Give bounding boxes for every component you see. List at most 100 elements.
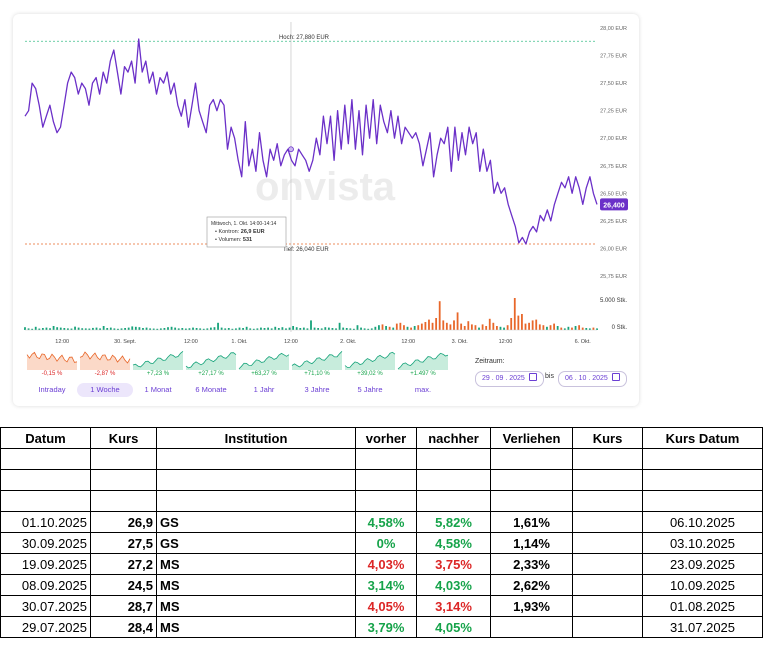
period-sparkline (185, 352, 237, 369)
cell-institution: MS (156, 616, 356, 638)
volume-bar (52, 326, 55, 330)
y-tick-label: 25,75 EUR (600, 274, 627, 280)
cell-nachher (416, 490, 491, 512)
period-sparkline-fill (27, 352, 77, 370)
cell-vorher: 4,58% (355, 511, 417, 533)
volume-bar (260, 327, 262, 330)
volume-bar (420, 323, 423, 330)
period-button-3-jahre[interactable]: 3 Jahre (304, 385, 330, 394)
volume-zero-label: 0 Stk. (612, 325, 628, 331)
cell-vorher: 3,79% (355, 616, 417, 638)
volume-bar (585, 328, 588, 330)
volume-bar (292, 326, 295, 330)
volume-bar (581, 327, 584, 330)
y-tick-label: 26,00 EUR (600, 246, 627, 252)
volume-bar (263, 328, 266, 330)
cell-kurs2 (572, 553, 643, 575)
volume-bar (63, 328, 66, 330)
volume-bar (367, 328, 370, 330)
volume-bar (84, 328, 87, 330)
table-row: 19.09.2025 27,2 MS 4,03% 3,75% 2,33% 23.09.202… (0, 553, 763, 575)
period-sparkline-fill (133, 351, 183, 370)
price-chart[interactable]: onvista 28,00 EUR 27,75 EUR 27,50 EUR 27,25 … (13, 14, 639, 406)
table-row: 29.07.2025 28,4 MS 3,79% 4,05% 31.07.2025 (0, 616, 763, 638)
volume-bar (184, 328, 187, 330)
cell-verliehen: 1,61% (490, 511, 573, 533)
volume-bar (34, 326, 37, 330)
volume-bar (496, 326, 498, 330)
period-sparkline (26, 351, 78, 363)
volume-bar (245, 326, 248, 330)
volume-bar (49, 328, 51, 330)
date-from-input[interactable]: 29 . 09 . 2025 (475, 371, 544, 387)
period-sparkline (344, 351, 396, 368)
volume-bar (331, 328, 334, 330)
volume-bar (231, 328, 234, 330)
volume-bar (106, 328, 109, 330)
volume-bar (345, 328, 348, 330)
volume-bar (199, 328, 202, 330)
y-tick-label: 26,25 EUR (600, 219, 627, 225)
volume-bar (567, 326, 570, 330)
volume-bar (474, 325, 477, 330)
table-row: 01.10.2025 26,9 GS 4,58% 5,82% 1,61% 06.10.202… (0, 511, 763, 533)
volume-bar (70, 328, 73, 330)
period-sparkline-fill (345, 352, 395, 370)
period-button-1-woche[interactable]: 1 Woche (77, 383, 133, 397)
volume-bar (74, 326, 76, 330)
period-button-5-jahre[interactable]: 5 Jahre (357, 385, 383, 394)
volume-bar (488, 318, 491, 330)
date-to-input[interactable]: 06 . 10 . 2025 (558, 371, 627, 387)
volume-bar (302, 327, 305, 330)
cell-datum: 29.07.2025 (0, 616, 91, 638)
cell-kurs: 24,5 (90, 574, 157, 596)
tooltip-box (206, 216, 287, 248)
cell-nachher: 3,14% (416, 595, 491, 617)
cell-nachher (416, 448, 491, 470)
volume-bar (356, 325, 359, 330)
cell-verliehen (490, 616, 573, 638)
y-tick-label: 27,00 EUR (600, 136, 627, 142)
volume-bar (113, 328, 116, 330)
volume-bar (67, 328, 69, 330)
table-row (0, 448, 763, 470)
volume-bar (310, 320, 312, 330)
volume-bar (38, 328, 41, 330)
volume-bar (463, 326, 466, 330)
cell-nachher: 3,75% (416, 553, 491, 575)
cell-kurs2 (572, 490, 643, 512)
volume-bar (252, 328, 255, 330)
cell-verliehen: 2,33% (490, 553, 573, 575)
x-tick-label: 2. Okt. (340, 339, 357, 345)
cell-kurs (90, 469, 157, 491)
y-tick-label: 27,50 EUR (600, 81, 627, 87)
y-tick-label: 27,75 EUR (600, 54, 627, 60)
cell-datum: 30.09.2025 (0, 532, 91, 554)
volume-bar (485, 326, 488, 330)
cell-datum: 19.09.2025 (0, 553, 91, 575)
volume-bar (317, 328, 320, 330)
volume-bar (145, 327, 148, 330)
volume-max-label: 5.000 Stk. (600, 298, 627, 304)
period-button-1-monat[interactable]: 1 Monat (144, 385, 172, 394)
volume-bar (499, 326, 502, 330)
volume-bar (524, 323, 527, 330)
period-button-max-[interactable]: max. (414, 385, 432, 394)
period-sparkline (397, 352, 449, 370)
cell-kurs-datum: 31.07.2025 (642, 616, 763, 638)
volume-bar (277, 328, 280, 330)
volume-bar (88, 328, 91, 330)
cell-kurs-datum (642, 469, 763, 491)
cell-verliehen: 1,93% (490, 595, 573, 617)
volume-bar (249, 328, 252, 330)
volume-bar (428, 319, 430, 330)
cell-kurs (90, 490, 157, 512)
x-tick-label: 3. Okt. (452, 339, 469, 345)
volume-bar (395, 323, 398, 330)
cell-datum (0, 469, 91, 491)
volume-bar (188, 328, 191, 330)
period-button-intraday[interactable]: Intraday (38, 385, 66, 394)
period-button-1-jahr[interactable]: 1 Jahr (253, 385, 275, 394)
volume-bar (417, 325, 420, 330)
period-button-6-monate[interactable]: 6 Monate (195, 385, 227, 394)
